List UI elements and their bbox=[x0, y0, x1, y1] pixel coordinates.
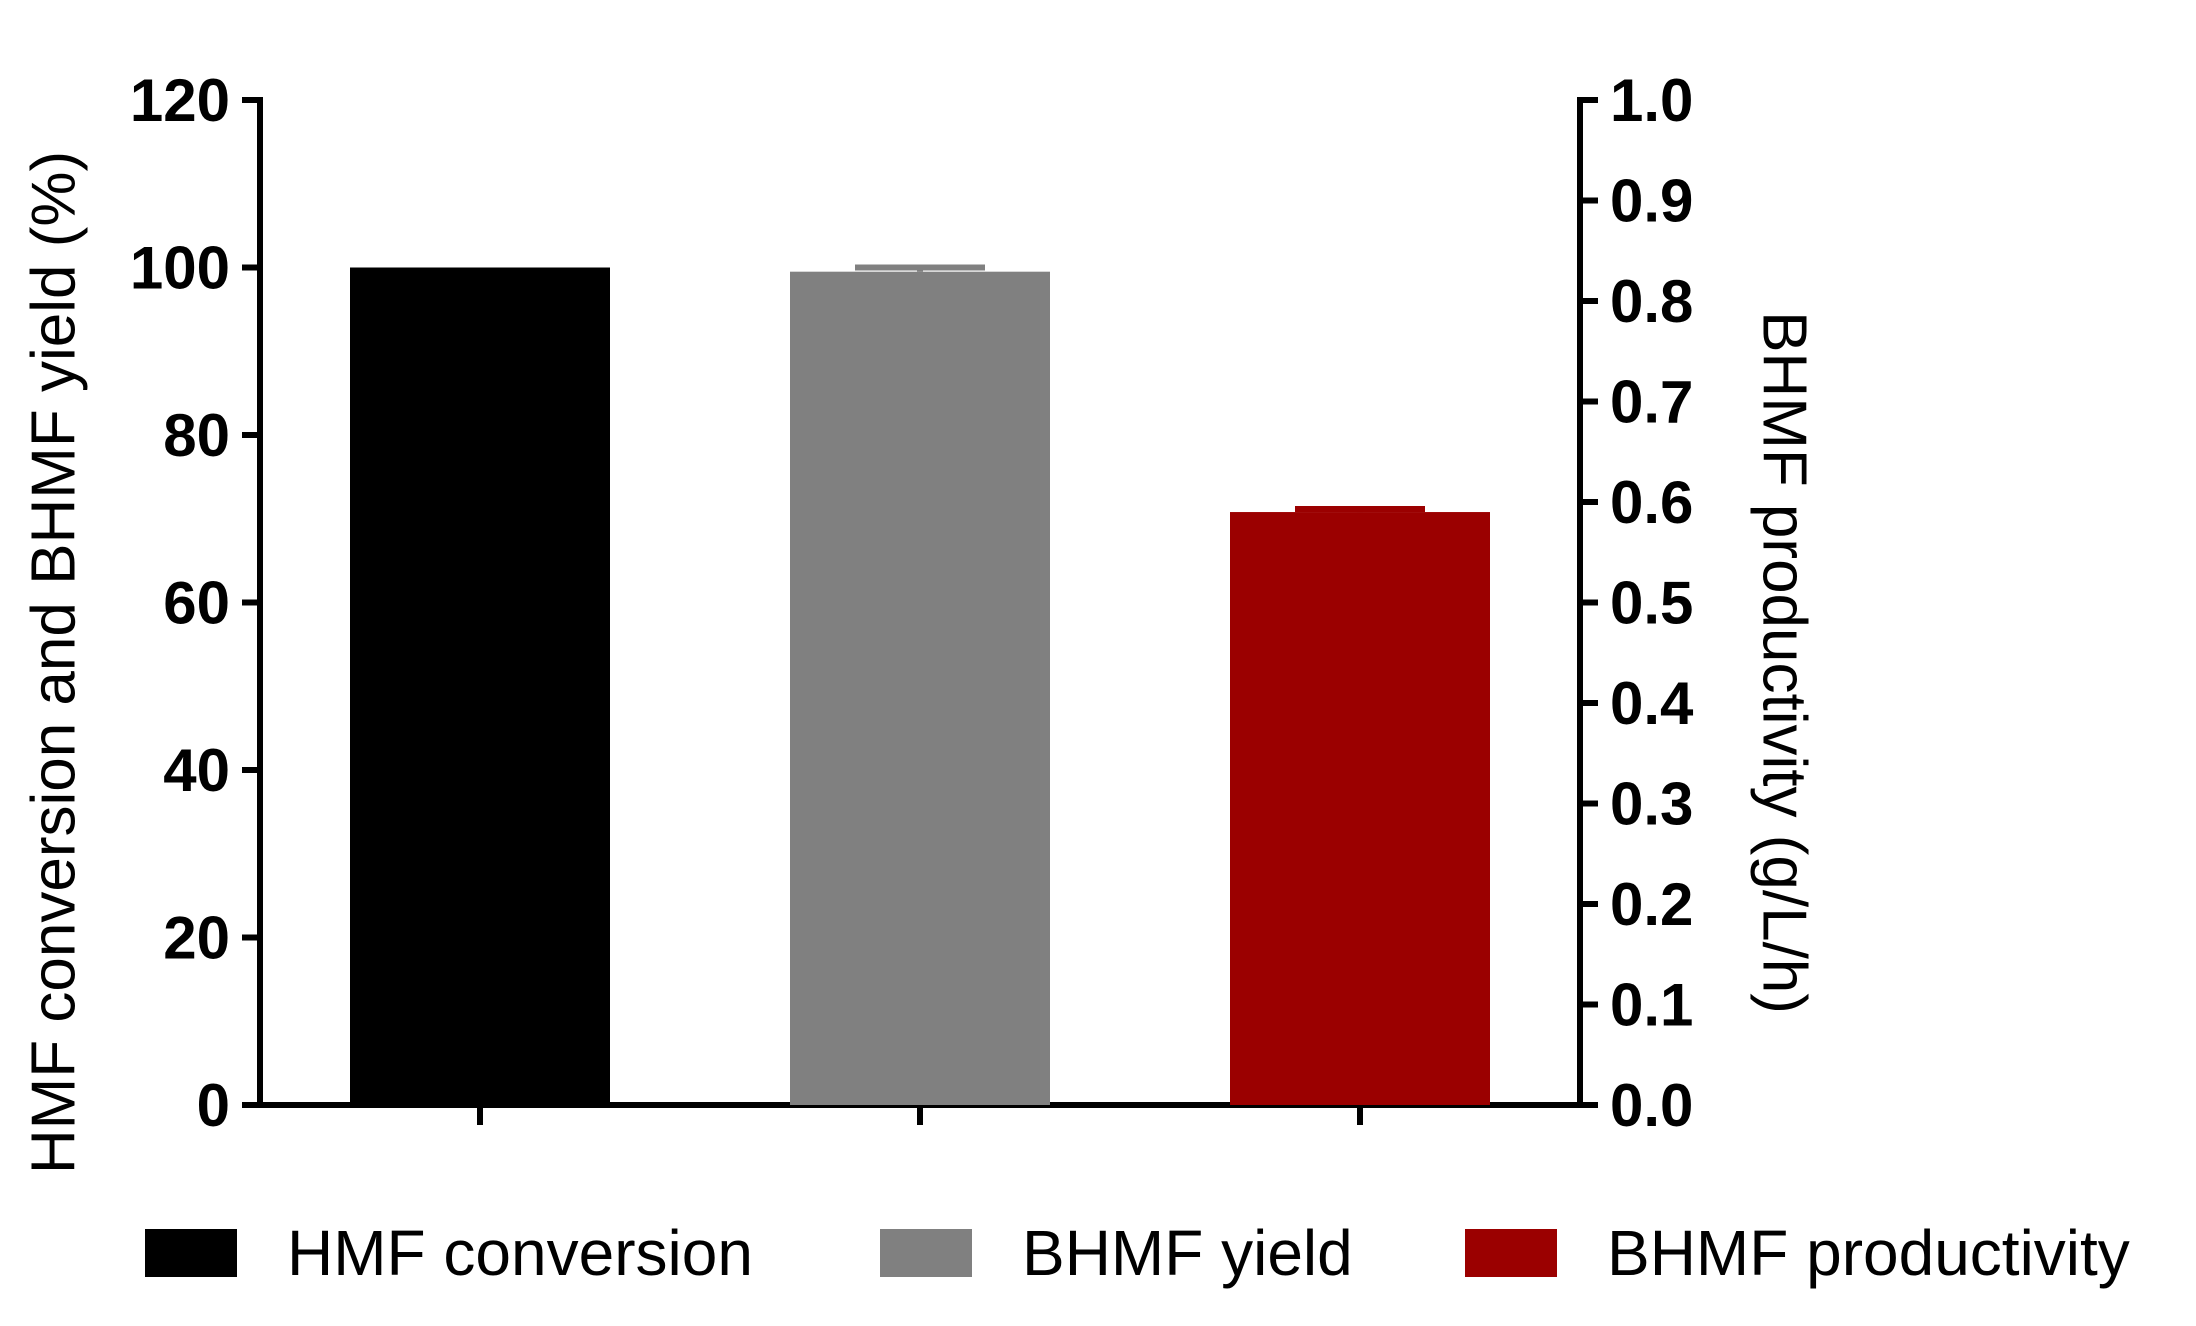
left-y-tick-label: 40 bbox=[163, 737, 230, 804]
left-y-tick-label: 20 bbox=[163, 905, 230, 972]
right-y-tick-label: 1.0 bbox=[1610, 67, 1693, 134]
left-y-tick-label: 120 bbox=[130, 67, 230, 134]
right-y-tick-label: 0.9 bbox=[1610, 168, 1693, 235]
left-y-tick-label: 100 bbox=[130, 235, 230, 302]
right-y-tick-label: 0.4 bbox=[1610, 670, 1694, 737]
bar bbox=[350, 267, 610, 1105]
bar bbox=[790, 271, 1050, 1105]
legend-swatch bbox=[145, 1229, 237, 1277]
left-y-tick-label: 0 bbox=[197, 1072, 230, 1139]
bar bbox=[1230, 512, 1490, 1105]
right-y-tick-label: 0.6 bbox=[1610, 469, 1693, 536]
legend-swatch bbox=[880, 1229, 972, 1277]
right-y-tick-label: 0.8 bbox=[1610, 268, 1693, 335]
bars bbox=[350, 264, 1490, 1105]
right-y-tick-label: 0.1 bbox=[1610, 972, 1693, 1039]
legend-label: BHMF yield bbox=[1022, 1217, 1353, 1289]
right-y-ticks: 0.0 0.1 0.2 0.3 0.4 0.5 0.6 0.7 0.8 0.9 1.0 bbox=[1580, 67, 1694, 1139]
left-y-tick-label: 60 bbox=[163, 570, 230, 637]
right-y-tick-label: 0.3 bbox=[1610, 771, 1693, 838]
legend-swatch bbox=[1465, 1229, 1557, 1277]
legend-label: HMF conversion bbox=[287, 1217, 753, 1289]
right-y-tick-label: 0.2 bbox=[1610, 871, 1693, 938]
x-ticks bbox=[477, 1105, 1363, 1125]
left-y-ticks: 0 20 40 60 80 100 120 bbox=[130, 67, 260, 1139]
left-y-axis-title: HMF conversion and BHMF yield (%) bbox=[19, 151, 88, 1174]
right-y-tick-label: 0.7 bbox=[1610, 369, 1693, 436]
right-y-tick-label: 0.5 bbox=[1610, 570, 1693, 637]
right-y-tick-label: 0.0 bbox=[1610, 1072, 1693, 1139]
right-y-axis-title: BHMF productivity (g/L/h) bbox=[1750, 311, 1819, 1014]
left-y-tick-label: 80 bbox=[163, 402, 230, 469]
legend-label: BHMF productivity bbox=[1607, 1217, 2130, 1289]
legend: HMF conversion BHMF yield BHMF productivit… bbox=[145, 1217, 2130, 1289]
